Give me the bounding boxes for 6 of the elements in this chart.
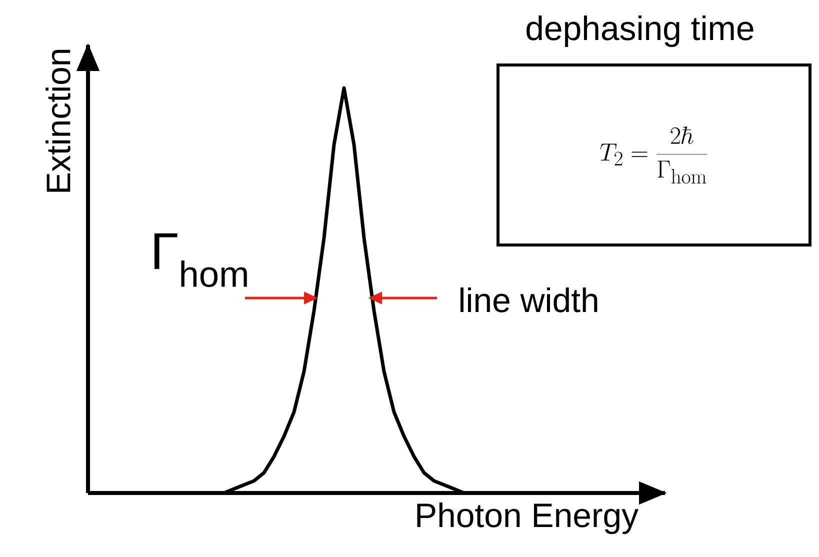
annotation: line width <box>460 287 598 312</box>
x-axis-title: Photon Energy <box>417 502 638 534</box>
text: $T_2 = \frac{2\hbar}{\Gamma_\mathrm{hom}}$ <box>600 126 708 184</box>
annotation: Γ$_{hom}$ <box>154 233 247 288</box>
y-axis-title: Extinction <box>46 50 70 192</box>
text: dephasing time <box>526 15 754 48</box>
